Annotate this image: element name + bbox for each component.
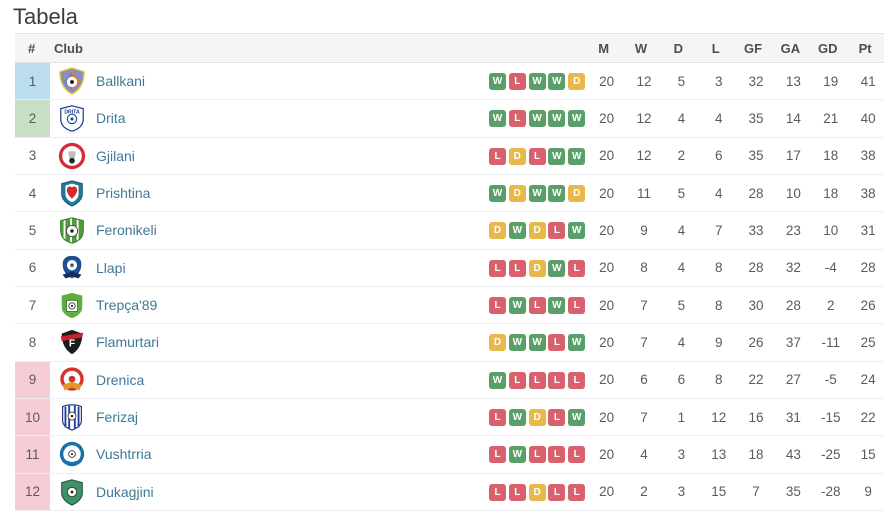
- svg-text:DRITA: DRITA: [64, 110, 80, 116]
- svg-text:F: F: [69, 339, 75, 350]
